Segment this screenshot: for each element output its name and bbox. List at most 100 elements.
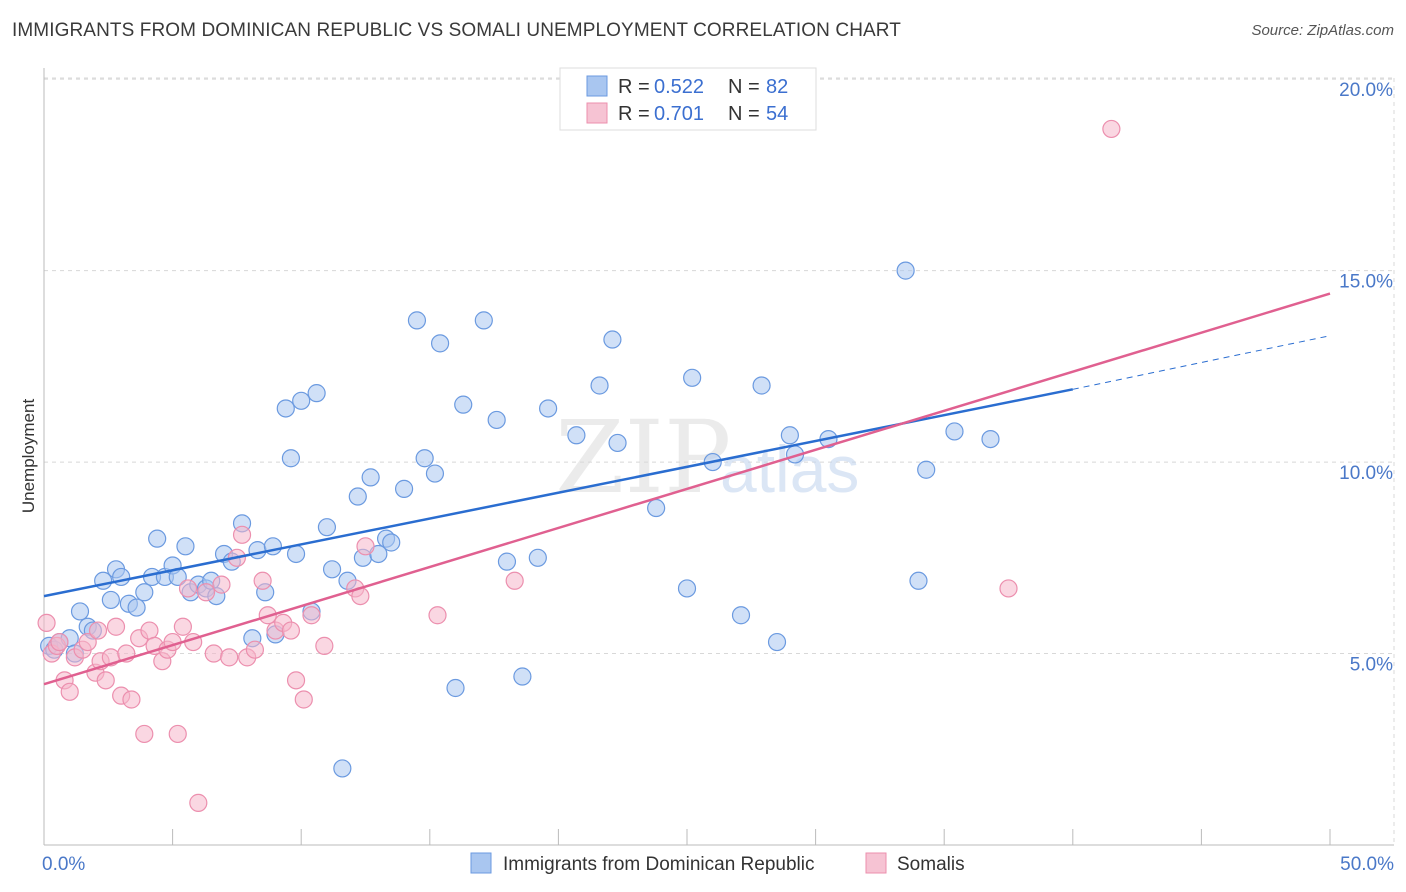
series-legend: Immigrants from Dominican Republic Somal… bbox=[470, 852, 965, 875]
dominican-point-40 bbox=[317, 518, 337, 537]
somali-points bbox=[37, 119, 1121, 812]
somali-point-52 bbox=[50, 632, 69, 652]
somali-trendline bbox=[43, 292, 1331, 686]
somali-point-53 bbox=[88, 621, 108, 640]
dominican-point-54 bbox=[430, 334, 450, 353]
dominican-point-44 bbox=[348, 487, 367, 506]
dominican-point-14 bbox=[135, 583, 154, 602]
dominican-point-49 bbox=[382, 533, 401, 552]
dominican-point-34 bbox=[276, 399, 295, 418]
somali-point-51 bbox=[1102, 119, 1121, 139]
somali-point-41 bbox=[286, 671, 306, 690]
legend-swatch-somali bbox=[586, 102, 608, 124]
legend-r-value-1: 0.522 bbox=[654, 76, 704, 98]
dominican-point-81 bbox=[981, 429, 1000, 449]
bottom-legend-label-somali: Somalis bbox=[897, 854, 965, 875]
stats-legend: R = 0.522 N = 82 R = 0.701 N = 54 bbox=[559, 67, 817, 131]
somali-point-42 bbox=[294, 690, 313, 709]
chart-title: IMMIGRANTS FROM DOMINICAN REPUBLIC VS SO… bbox=[12, 20, 901, 41]
dominican-point-62 bbox=[539, 399, 558, 418]
dominican-point-35 bbox=[281, 449, 301, 468]
dominican-point-51 bbox=[407, 311, 427, 330]
y-axis-label: Unemployment bbox=[19, 399, 38, 514]
trendlines bbox=[43, 292, 1331, 686]
somali-point-28 bbox=[196, 583, 216, 602]
bottom-legend-swatch-somali bbox=[865, 852, 887, 874]
somali-point-44 bbox=[315, 636, 334, 655]
dominican-point-66 bbox=[608, 433, 627, 453]
dominican-point-59 bbox=[497, 552, 517, 571]
somali-point-35 bbox=[245, 640, 265, 659]
dominican-point-56 bbox=[454, 395, 473, 414]
dominican-point-20 bbox=[176, 537, 195, 556]
somali-point-7 bbox=[78, 632, 97, 652]
dominican-point-77 bbox=[896, 261, 915, 280]
dominican-point-42 bbox=[333, 759, 352, 778]
legend-r-value-2: 0.701 bbox=[654, 103, 704, 125]
somali-point-47 bbox=[356, 537, 375, 556]
dominican-point-71 bbox=[731, 606, 751, 625]
y-tick-labels: 5.0% 10.0% 15.0% 20.0% bbox=[1339, 80, 1393, 675]
bottom-legend-swatch-dominican bbox=[470, 852, 492, 874]
somali-point-43 bbox=[302, 606, 321, 625]
somali-point-49 bbox=[505, 571, 524, 590]
somali-point-48 bbox=[428, 606, 447, 625]
dominican-point-63 bbox=[567, 426, 586, 445]
dominican-trendline-extension bbox=[1072, 335, 1331, 390]
dominican-point-67 bbox=[647, 498, 666, 518]
dominican-point-50 bbox=[394, 479, 414, 498]
dominican-point-5 bbox=[70, 602, 90, 621]
dominican-point-36 bbox=[286, 544, 306, 564]
somali-point-36 bbox=[253, 571, 272, 590]
somali-point-15 bbox=[122, 690, 141, 709]
legend-n-label-2: N = bbox=[728, 103, 760, 125]
dominican-points bbox=[40, 261, 1000, 778]
dominican-point-13 bbox=[127, 598, 146, 617]
dominican-point-52 bbox=[415, 449, 434, 468]
dominican-point-74 bbox=[780, 426, 799, 445]
somali-point-0 bbox=[37, 613, 56, 633]
somali-point-31 bbox=[220, 648, 239, 667]
y-tick-label-1: 10.0% bbox=[1339, 463, 1393, 484]
somali-point-4 bbox=[60, 682, 79, 701]
somali-point-23 bbox=[168, 724, 187, 744]
somali-point-30 bbox=[212, 575, 231, 594]
dominican-point-80 bbox=[945, 422, 964, 441]
somali-point-18 bbox=[140, 621, 159, 640]
legend-swatch-dominican bbox=[586, 75, 608, 97]
dominican-point-46 bbox=[361, 468, 380, 487]
dominican-point-72 bbox=[752, 376, 771, 395]
dominican-point-55 bbox=[446, 678, 465, 698]
legend-r-label-1: R = bbox=[618, 76, 650, 98]
dominican-point-60 bbox=[513, 667, 532, 686]
dominican-point-78 bbox=[909, 571, 928, 590]
legend-n-label-1: N = bbox=[728, 76, 760, 98]
dominican-point-53 bbox=[425, 464, 445, 483]
dominican-point-65 bbox=[603, 330, 622, 349]
somali-point-50 bbox=[999, 579, 1018, 598]
legend-n-value-1: 82 bbox=[766, 76, 788, 98]
somali-point-40 bbox=[281, 621, 301, 640]
dominican-point-73 bbox=[767, 632, 787, 652]
y-tick-label-0: 5.0% bbox=[1350, 655, 1393, 676]
dominican-point-41 bbox=[322, 560, 342, 579]
source-label: Source: ZipAtlas.com bbox=[1251, 22, 1394, 39]
bottom-legend-label-dominican: Immigrants from Dominican Republic bbox=[503, 854, 815, 875]
somali-point-17 bbox=[135, 724, 154, 744]
watermark-zip: ZIP bbox=[555, 399, 731, 516]
somali-point-27 bbox=[189, 793, 208, 812]
dominican-point-64 bbox=[590, 376, 609, 395]
somali-point-24 bbox=[173, 617, 192, 636]
y-tick-label-2: 15.0% bbox=[1339, 272, 1393, 293]
dominican-point-30 bbox=[248, 541, 267, 560]
x-tick-max: 50.0% bbox=[1340, 854, 1394, 875]
somali-point-33 bbox=[232, 525, 252, 544]
dominican-point-9 bbox=[101, 590, 120, 610]
y-tick-label-3: 20.0% bbox=[1339, 80, 1393, 101]
dominican-point-79 bbox=[917, 460, 936, 479]
dominican-point-39 bbox=[307, 384, 326, 403]
dominican-point-69 bbox=[683, 368, 702, 387]
somali-point-10 bbox=[96, 671, 115, 690]
x-tick-min: 0.0% bbox=[42, 854, 85, 875]
